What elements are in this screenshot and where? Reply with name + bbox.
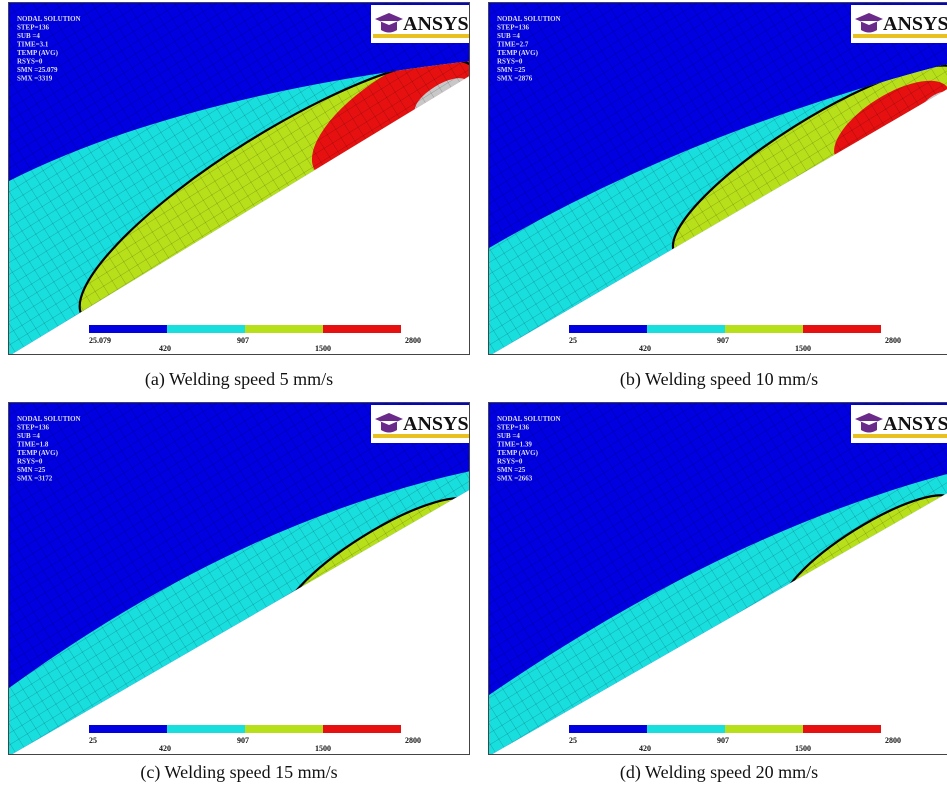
info-line: NODAL SOLUTION	[497, 415, 561, 423]
legend-label: 25	[569, 736, 577, 745]
info-line: SMN =25	[17, 466, 46, 474]
mesh	[489, 403, 947, 754]
legend-label: 420	[159, 344, 171, 353]
caption: (b) Welding speed 10 mm/s	[619, 369, 819, 389]
legend-swatch	[803, 325, 881, 333]
legend-swatch	[323, 325, 401, 333]
legend-label: 1500	[795, 344, 811, 353]
info-line: SMN =25.079	[17, 66, 58, 74]
legend-label: 907	[717, 336, 729, 345]
info-line: TEMP (AVG)	[497, 49, 539, 57]
undeformed-area	[492, 89, 947, 354]
legend-label: 25.079	[89, 336, 111, 345]
legend-label: 1500	[315, 344, 331, 353]
info-line: TIME=3.1	[17, 41, 49, 49]
legend-swatch	[167, 725, 245, 733]
legend-swatch	[89, 725, 167, 733]
legend-swatch	[725, 725, 803, 733]
caption: (a) Welding speed 5 mm/s	[144, 369, 334, 389]
legend-swatch	[569, 725, 647, 733]
legend-label: 2800	[405, 736, 421, 745]
info-line: TEMP (AVG)	[17, 49, 59, 57]
logo-hat	[855, 413, 883, 433]
info-line: NODAL SOLUTION	[17, 15, 81, 23]
undeformed-area	[12, 76, 469, 354]
panel: NODAL SOLUTION STEP=136 SUB =4 TIME=3.1 TEMP…	[8, 2, 470, 355]
logo-hat	[855, 13, 883, 33]
legend-swatch	[245, 325, 323, 333]
legend-label: 25	[569, 336, 577, 345]
legend-label: 2800	[885, 736, 901, 745]
info-line: TIME=1.8	[17, 441, 49, 449]
info-line: SUB =4	[497, 32, 520, 40]
panel: NODAL SOLUTION STEP=136 SUB =4 TIME=1.8 TEMP…	[8, 402, 470, 755]
logo-text: ANSYS	[883, 413, 947, 435]
mesh	[9, 3, 469, 354]
info-line: SMX =2663	[497, 475, 533, 483]
legend-label: 1500	[315, 744, 331, 753]
info-line: TEMP (AVG)	[497, 449, 539, 457]
info-line: SMX =3172	[17, 475, 53, 483]
legend-label: 907	[717, 736, 729, 745]
info-line: TEMP (AVG)	[17, 449, 59, 457]
legend-swatch	[725, 325, 803, 333]
legend-label: 2800	[405, 336, 421, 345]
logo-hat	[375, 413, 403, 433]
info-line: TIME=2.7	[497, 41, 529, 49]
legend-swatch	[89, 325, 167, 333]
info-line: SUB =4	[497, 432, 520, 440]
info-line: SUB =4	[17, 432, 40, 440]
info-line: STEP=136	[497, 24, 529, 32]
info-line: STEP=136	[17, 424, 49, 432]
legend-label: 25	[89, 736, 97, 745]
info-line: STEP=136	[497, 424, 529, 432]
legend-label: 420	[639, 344, 651, 353]
info-line: RSYS=0	[17, 58, 43, 66]
logo-strip	[853, 34, 947, 38]
legend-swatch	[647, 725, 725, 733]
legend-swatch	[323, 725, 401, 733]
legend-swatch	[803, 725, 881, 733]
info-line: SUB =4	[17, 32, 40, 40]
logo-strip	[853, 434, 947, 438]
info-line: SMN =25	[497, 66, 526, 74]
legend-label: 907	[237, 736, 249, 745]
mesh	[9, 403, 469, 754]
mesh	[489, 3, 947, 354]
info-line: SMX =2876	[497, 75, 533, 83]
caption: (c) Welding speed 15 mm/s	[140, 762, 338, 782]
info-line: SMN =25	[497, 466, 526, 474]
logo-text: ANSYS	[403, 13, 469, 35]
legend-label: 420	[639, 744, 651, 753]
legend-swatch	[167, 325, 245, 333]
legend-label: 1500	[795, 744, 811, 753]
legend-swatch	[569, 325, 647, 333]
legend-swatch	[647, 325, 725, 333]
info-line: NODAL SOLUTION	[17, 415, 81, 423]
logo-text: ANSYS	[403, 413, 469, 435]
info-line: NODAL SOLUTION	[497, 15, 561, 23]
legend-label: 2800	[885, 336, 901, 345]
logo-text: ANSYS	[883, 13, 947, 35]
info-line: RSYS=0	[497, 58, 523, 66]
info-line: STEP=136	[17, 24, 49, 32]
caption: (d) Welding speed 20 mm/s	[619, 762, 819, 782]
logo-strip	[373, 434, 469, 438]
panel: NODAL SOLUTION STEP=136 SUB =4 TIME=2.7 TEMP…	[488, 2, 947, 355]
legend-label: 420	[159, 744, 171, 753]
legend-label: 907	[237, 336, 249, 345]
info-line: RSYS=0	[497, 458, 523, 466]
info-line: TIME=1.39	[497, 441, 532, 449]
legend-swatch	[245, 725, 323, 733]
logo-hat	[375, 13, 403, 33]
panel: NODAL SOLUTION STEP=136 SUB =4 TIME=1.39 TEM…	[488, 402, 947, 755]
info-line: SMX =3319	[17, 75, 53, 83]
logo-strip	[373, 34, 469, 38]
info-line: RSYS=0	[17, 458, 43, 466]
